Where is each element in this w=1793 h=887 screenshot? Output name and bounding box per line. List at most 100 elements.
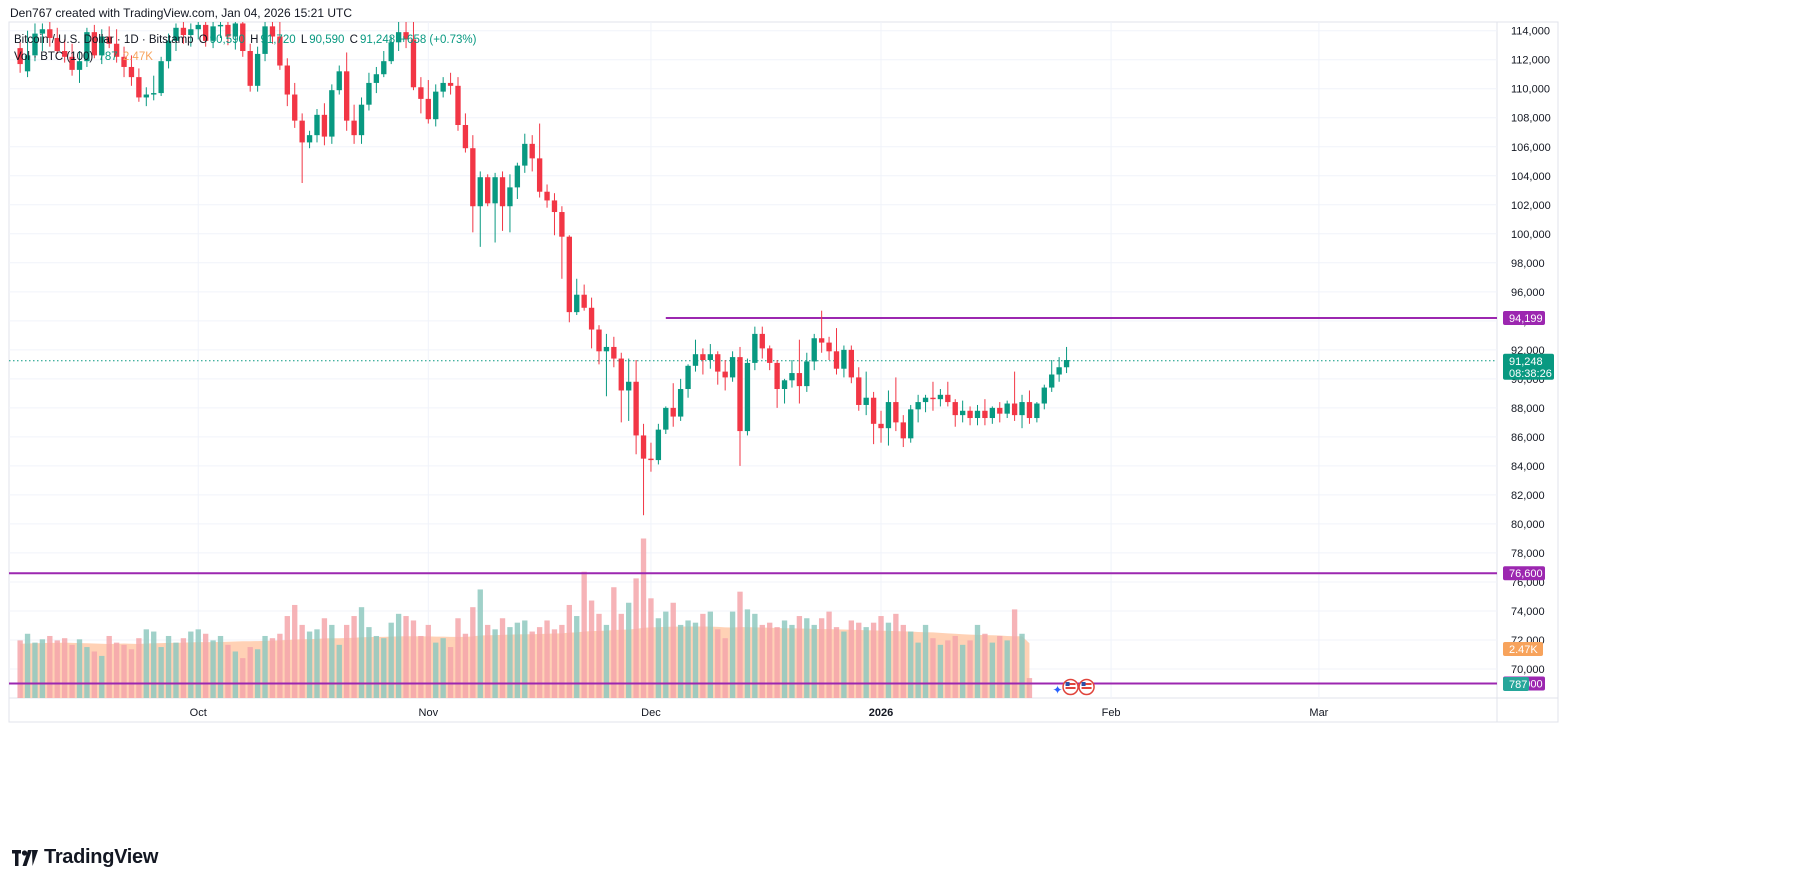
candle-body [158, 61, 164, 94]
volume-bar [937, 644, 944, 698]
flag-stripe [1065, 683, 1076, 685]
volume-bar [202, 633, 209, 698]
volume-bar [329, 624, 335, 698]
volume-bar [47, 635, 53, 698]
candle-body [128, 66, 135, 78]
time-axis[interactable]: Oct Nov Dec 2026 Feb Mar [190, 707, 1329, 719]
candle-body [982, 410, 988, 419]
time-tick-label: Feb [1102, 707, 1121, 719]
price-axis[interactable]: 114,000 112,000 110,000 108,000 106,000 104,0… [1511, 26, 1551, 676]
legend-close-label: C [349, 34, 358, 46]
volume-bar [863, 627, 869, 698]
candle [900, 415, 906, 448]
candle [982, 399, 988, 426]
volume-bar [225, 644, 231, 698]
volume-bar [381, 638, 387, 698]
volume-bar [989, 642, 996, 698]
candle-body [17, 48, 23, 65]
candle [1011, 371, 1018, 421]
volume-bar [811, 624, 817, 698]
legend-low-label: L [300, 34, 308, 46]
candle [344, 52, 350, 131]
candle [767, 345, 773, 371]
candle [151, 75, 157, 101]
candle [737, 346, 743, 466]
volume-bar [39, 639, 46, 698]
candle-body [262, 26, 268, 54]
legend-vol-value: 787 [98, 51, 118, 63]
candle-body [136, 77, 142, 98]
candle-body [551, 200, 558, 213]
level-badge-bg [1503, 310, 1545, 325]
volume-pane [17, 538, 1033, 698]
last-price-badge-countdown: 08:38:26 [1509, 368, 1552, 380]
volume-bar [759, 624, 765, 698]
candle [462, 113, 469, 153]
volume-bar [136, 638, 142, 698]
volume-bar [24, 633, 31, 698]
tradingview-logo[interactable]: TradingView [12, 846, 158, 869]
volume-bar [499, 618, 506, 698]
candle-body [959, 410, 966, 416]
volume-bar [403, 616, 409, 698]
flag-canton [1081, 682, 1086, 686]
candle [336, 65, 342, 95]
candle-body [433, 91, 439, 120]
volume-bar [781, 620, 788, 698]
candle-body [937, 394, 944, 400]
candle-body [195, 24, 201, 30]
volume-bar [143, 629, 149, 698]
legend-change: +658 (+0.73%) [400, 34, 477, 46]
candle [173, 23, 179, 52]
candle-body [173, 27, 179, 41]
price-tick-label: 96,000 [1511, 287, 1545, 299]
candle [908, 404, 914, 443]
candle-body [744, 362, 751, 432]
candle-body [588, 307, 595, 330]
volume-bar [522, 620, 528, 698]
volume-bar [707, 611, 713, 698]
candle [91, 24, 98, 59]
volume-bar [566, 604, 572, 698]
candle [536, 123, 543, 198]
volume-bar [633, 578, 639, 698]
candle-body [707, 354, 713, 360]
volume-bar [1011, 609, 1018, 698]
candle [136, 68, 142, 102]
volume-bar [269, 638, 276, 698]
volume-bar [559, 624, 565, 698]
volume-bar [447, 647, 454, 698]
volume-bar [99, 655, 105, 698]
candle [574, 278, 580, 316]
candle-body [269, 26, 276, 37]
event-markers[interactable]: ✦ [1053, 678, 1095, 698]
volume-bar [492, 629, 498, 698]
candle-body [84, 32, 90, 62]
candle-body [945, 394, 951, 403]
candle-body [388, 42, 394, 62]
volume-ma-badge-bg [1503, 642, 1543, 656]
candle-body [24, 55, 31, 72]
candle [425, 80, 431, 124]
candle [39, 23, 46, 52]
candle [744, 358, 751, 436]
volume-bar [611, 587, 617, 698]
candle-body [440, 82, 446, 92]
candle-body [61, 51, 68, 57]
candle [284, 58, 290, 107]
volume-bar [433, 642, 439, 698]
volume-bar [128, 649, 135, 698]
candle [321, 103, 328, 146]
candle [522, 133, 528, 173]
last-price-badge-label: 91,248 [1509, 356, 1543, 368]
grid [8, 21, 1559, 723]
legend-open-value: 90,590 [209, 34, 245, 46]
candle-body [321, 114, 328, 137]
candle-body [774, 362, 780, 390]
candle [781, 378, 788, 404]
candle-body [165, 40, 172, 62]
candle [17, 42, 23, 73]
candle [61, 39, 68, 63]
candle-body [240, 23, 246, 52]
